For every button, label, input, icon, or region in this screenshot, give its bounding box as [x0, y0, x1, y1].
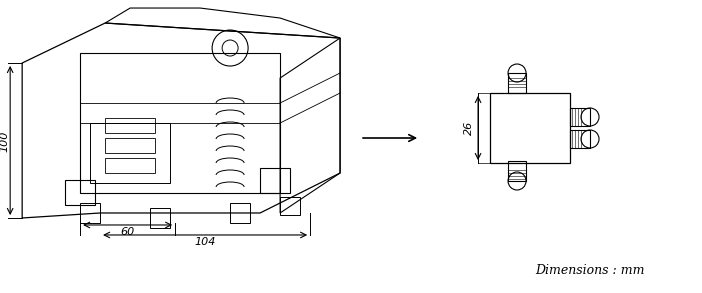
Bar [280, 197, 300, 215]
Text: 26: 26 [464, 121, 474, 135]
Bar [65, 180, 95, 205]
Text: Dimensions : mm: Dimensions : mm [536, 265, 644, 277]
Bar [570, 108, 590, 126]
Bar [90, 123, 170, 183]
Bar [508, 73, 526, 93]
Bar [105, 158, 155, 173]
Bar [508, 161, 526, 181]
Bar [490, 93, 570, 163]
Bar [80, 53, 280, 193]
Text: 104: 104 [194, 237, 216, 247]
Text: 60: 60 [120, 227, 134, 237]
Bar [260, 168, 290, 193]
Bar [80, 203, 100, 223]
Bar [150, 208, 170, 228]
Bar [570, 130, 590, 148]
Bar [105, 118, 155, 133]
Text: 100: 100 [0, 130, 9, 152]
Bar [105, 138, 155, 153]
Bar [230, 203, 250, 223]
